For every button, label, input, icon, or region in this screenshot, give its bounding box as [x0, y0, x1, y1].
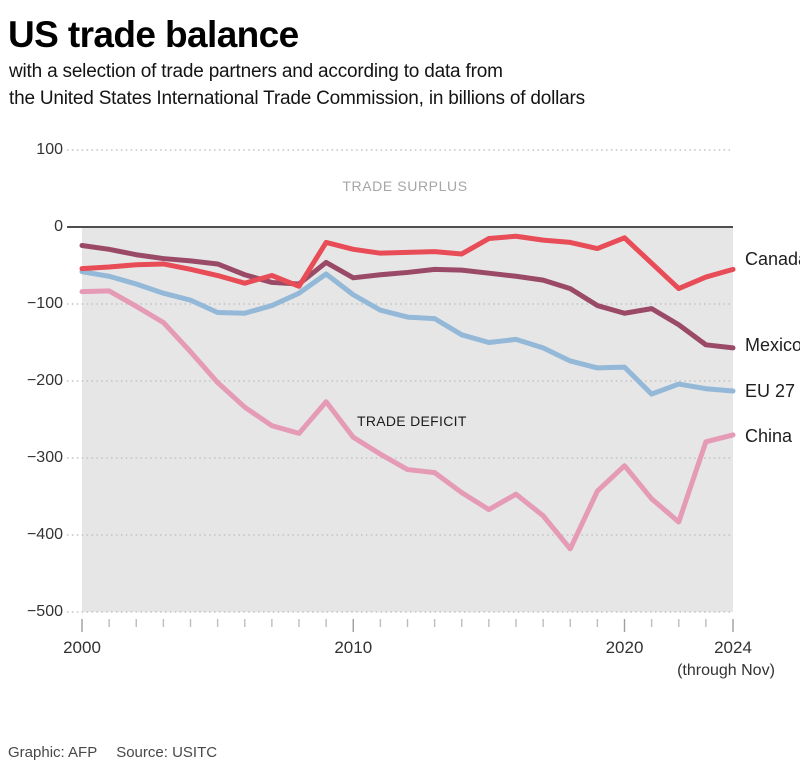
series-line-mexico	[79, 242, 736, 351]
y-tick-label: −400	[26, 526, 63, 543]
series-line-canada	[79, 233, 736, 292]
series-line-eu-27	[79, 269, 736, 397]
x-tick-label-2020: 2020	[605, 638, 644, 657]
subtitle-line-2: the United States International Trade Co…	[9, 88, 585, 109]
legend-label-canada: Canada	[745, 249, 800, 270]
y-tick-label: −200	[26, 372, 63, 389]
x-tick-label-2010: 2010	[334, 638, 373, 657]
footer-source: Source: USITC	[116, 744, 218, 761]
footer-credit: Graphic: AFP	[8, 744, 98, 761]
legend-label-eu-27: EU 27	[745, 381, 796, 401]
x-tick-label-2024: 2024	[714, 638, 752, 657]
legend-label-mexico: Mexico	[745, 334, 800, 355]
series-line-china	[79, 288, 736, 552]
footer: Graphic: AFP Source: USITC	[8, 744, 508, 761]
subtitle-line-1: with a selection of trade partners and a…	[9, 61, 503, 82]
legend-label-china: China	[745, 425, 793, 446]
y-tick-label: 100	[36, 141, 63, 158]
y-tick-label: −300	[26, 449, 63, 466]
trade-surplus-annotation: TRADE SURPLUS	[342, 178, 468, 194]
y-tick-label: −500	[26, 603, 63, 620]
x-tick-sublabel-2024: (through Nov)	[677, 662, 775, 679]
y-tick-label: −100	[26, 295, 63, 312]
deficit-area	[82, 227, 733, 612]
x-tick-label-2000: 2000	[63, 638, 101, 657]
page-title: US trade balance	[8, 14, 299, 55]
y-tick-label: 0	[54, 218, 63, 235]
trade-deficit-annotation: TRADE DEFICIT	[357, 413, 467, 429]
